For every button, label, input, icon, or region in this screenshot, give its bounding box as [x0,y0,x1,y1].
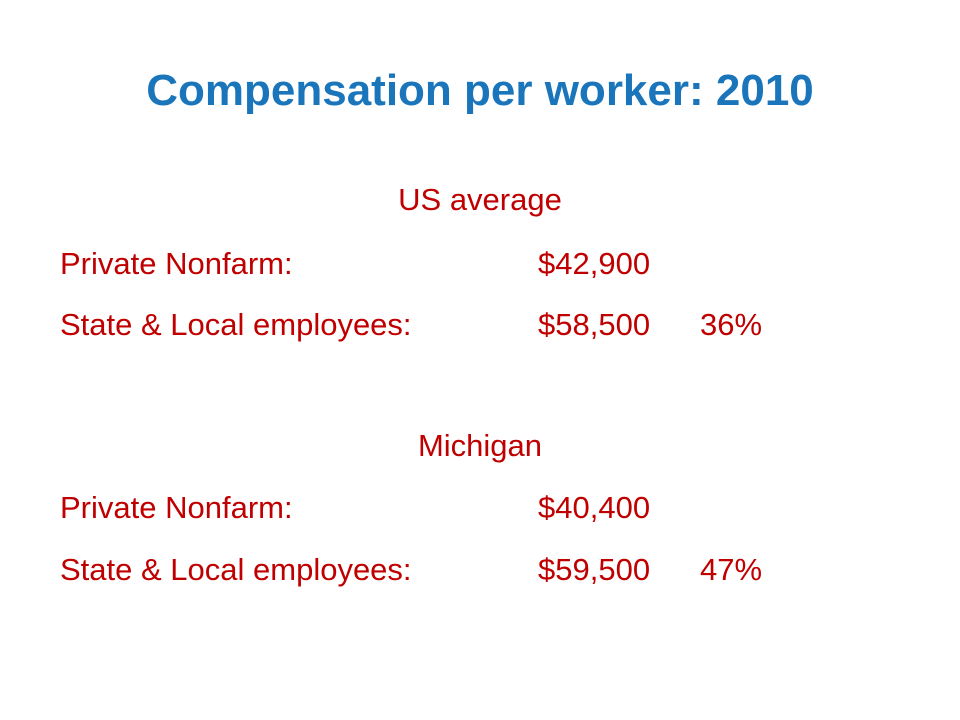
section-heading: Michigan [417,428,543,463]
row-label: State & Local employees: [60,307,412,342]
section-heading: US average [398,182,562,217]
row-amount: $59,500 [538,552,651,587]
slide-title: Compensation per worker: 2010 [146,66,814,115]
row-label: Private Nonfarm: [60,490,293,525]
row-amount: $42,900 [538,246,651,281]
row-amount: $58,500 [538,307,651,342]
row-label: State & Local employees: [60,552,412,587]
row-amount: $40,400 [538,490,651,525]
row-label: Private Nonfarm: [60,246,293,281]
row-pct: 47% [700,552,763,587]
row-pct: 36% [700,307,763,342]
